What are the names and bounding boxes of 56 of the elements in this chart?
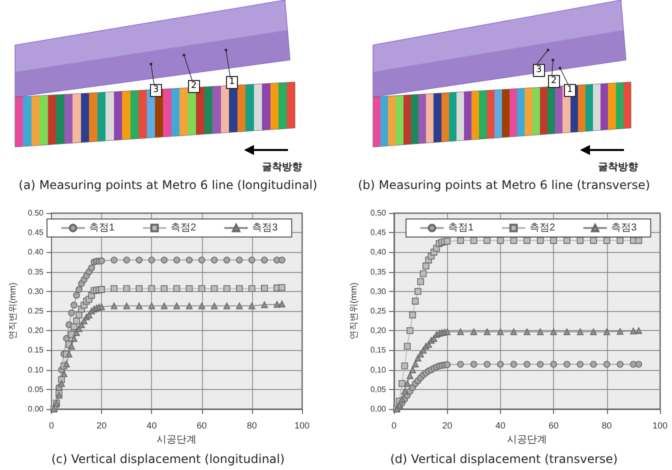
x-tick-label: 80	[602, 420, 612, 430]
text: 굴착방향	[598, 161, 638, 174]
y-axis-title: 연직변위(mm)	[348, 282, 358, 340]
y-tick-label: 0.15	[28, 346, 44, 355]
y-tick-label: 0,25	[370, 306, 387, 316]
legend-label: 측점3	[611, 222, 638, 234]
legend-label: 측점1	[89, 222, 115, 234]
legend-label: 측점1	[448, 222, 474, 234]
x-tick-label: 100	[652, 420, 668, 430]
x-axis-title: 시공단계	[156, 434, 197, 446]
text: 1	[226, 76, 238, 89]
y-tick-label: 0,10	[370, 365, 387, 374]
x-tick-label: 40	[495, 420, 506, 430]
text: 2	[548, 75, 560, 88]
y-tick-label: 0,15	[370, 346, 387, 355]
text: (b) Measuring points at Metro 6 line (transverse)	[356, 178, 652, 192]
y-tick-label: 0,40	[370, 248, 387, 257]
y-tick-label: 0.45	[28, 228, 44, 238]
x-tick-label: 60	[196, 420, 207, 430]
x-tick-label: 100	[294, 420, 310, 430]
text: 3	[533, 64, 545, 77]
y-tick-label: 0.50	[28, 208, 44, 218]
y-tick-label: 0,20	[370, 326, 387, 336]
y-tick-label: 0.35	[28, 267, 44, 276]
legend-label: 측점2	[530, 222, 556, 234]
y-tick-label: 0,50	[370, 208, 387, 218]
y-tick-label: 0,45	[370, 228, 387, 238]
x-axis-title: 시공단계	[507, 434, 547, 446]
x-tick-label: 80	[246, 420, 257, 430]
y-tick-label: 0,05	[370, 384, 387, 394]
x-tick-label: 20	[442, 420, 452, 430]
text: 1	[564, 84, 576, 97]
text: 굴착방향	[262, 161, 302, 174]
x-tick-label: 0	[391, 420, 397, 430]
y-tick-label: 0.20	[28, 326, 44, 336]
x-tick-label: 40	[146, 420, 157, 430]
y-tick-label: 0,35	[370, 267, 387, 276]
y-tick-label: 0.30	[28, 286, 44, 296]
legend-label: 측점2	[170, 222, 197, 234]
y-tick-label: 0.05	[28, 384, 44, 394]
y-tick-label: 0.00	[28, 404, 44, 414]
text: 2	[188, 80, 200, 93]
x-tick-label: 60	[548, 420, 559, 430]
text: 3	[150, 84, 162, 97]
x-tick-label: 20	[96, 420, 107, 430]
y-tick-label: 0.40	[28, 248, 44, 257]
text: (c) Vertical displacement (longitudinal)	[50, 452, 286, 466]
text: (a) Measuring points at Metro 6 line (longitudinal)	[18, 178, 318, 192]
x-tick-label: 0	[48, 420, 54, 430]
y-tick-label: 0.25	[28, 306, 44, 316]
text: (d) Vertical displacement (transverse)	[389, 452, 619, 466]
y-axis-title: 연직변위(mm)	[8, 282, 18, 340]
y-tick-label: 0,30	[370, 286, 387, 296]
legend-label: 측점3	[252, 222, 278, 234]
y-tick-label: 0,00	[370, 404, 387, 414]
y-tick-label: 0.10	[28, 365, 44, 374]
